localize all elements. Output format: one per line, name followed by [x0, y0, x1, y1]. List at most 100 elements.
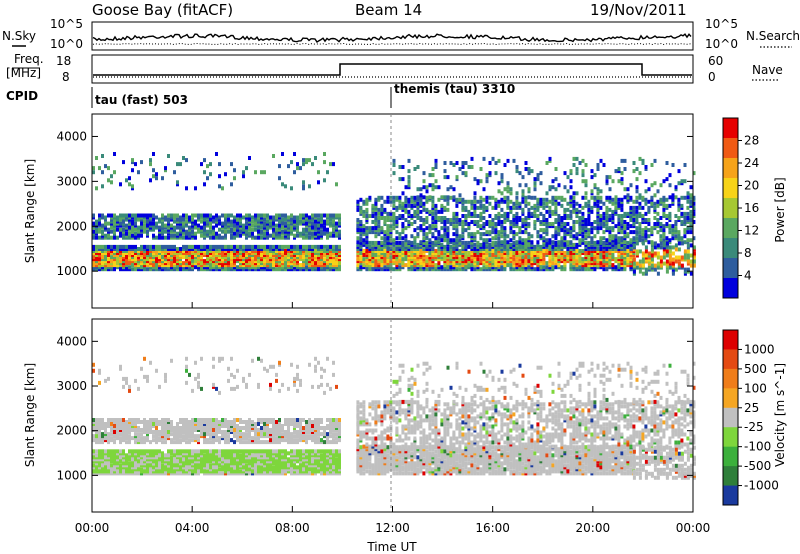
heatmap-cell	[617, 214, 621, 218]
heatmap-cell	[527, 187, 531, 192]
heatmap-cell	[611, 201, 615, 206]
heatmap-cell	[470, 255, 474, 260]
heatmap-cell	[563, 207, 567, 212]
heatmap-cell	[230, 219, 233, 224]
heatmap-cell	[128, 231, 131, 236]
heatmap-cell	[515, 195, 519, 200]
heatmap-cell	[128, 469, 131, 474]
heatmap-cell	[182, 261, 185, 266]
heatmap-cell	[431, 211, 435, 216]
heatmap-cell	[416, 209, 420, 214]
heatmap-cell	[179, 469, 182, 474]
heatmap-cell	[527, 195, 531, 200]
heatmap-cell	[329, 231, 332, 236]
heatmap-cell	[467, 222, 471, 226]
heatmap-cell	[248, 156, 251, 160]
heatmap-cell	[362, 263, 366, 268]
heatmap-cell	[167, 227, 170, 232]
heatmap-cell	[419, 193, 423, 198]
heatmap-cell	[329, 221, 332, 226]
heatmap-cell	[449, 247, 453, 251]
heatmap-cell	[626, 187, 630, 192]
heatmap-cell	[524, 238, 528, 243]
heatmap-cell	[356, 199, 360, 204]
heatmap-cell	[503, 265, 507, 270]
heatmap-cell	[281, 182, 284, 187]
heatmap-cell	[548, 259, 552, 264]
heatmap-cell	[527, 211, 531, 216]
heatmap-cell	[689, 230, 693, 235]
heatmap-cell	[572, 199, 576, 204]
heatmap-cell	[674, 195, 678, 200]
heatmap-cell	[95, 244, 98, 249]
heatmap-cell	[233, 176, 236, 181]
heatmap-cell	[218, 453, 221, 458]
heatmap-cell	[572, 203, 576, 208]
heatmap-cell	[554, 167, 558, 171]
heatmap-cell	[485, 179, 489, 184]
heatmap-cell	[671, 257, 675, 262]
heatmap-cell	[542, 205, 546, 210]
heatmap-cell	[533, 244, 537, 249]
heatmap-cell	[563, 234, 567, 239]
heatmap-cell	[467, 232, 471, 237]
heatmap-cell	[164, 244, 167, 249]
heatmap-cell	[632, 261, 636, 266]
heatmap-cell	[566, 175, 570, 180]
heatmap-cell	[425, 234, 429, 239]
heatmap-cell	[422, 228, 426, 233]
heatmap-cell	[263, 231, 266, 236]
heatmap-cell	[383, 255, 387, 260]
heatmap-cell	[503, 214, 507, 218]
heatmap-cell	[383, 249, 387, 253]
heatmap-cell	[689, 209, 693, 214]
heatmap-cell	[392, 158, 396, 163]
heatmap-cell	[92, 221, 95, 226]
heatmap-cell	[533, 209, 537, 214]
heatmap-cell	[659, 263, 663, 268]
heatmap-cell	[629, 230, 633, 235]
heatmap-cell	[602, 201, 606, 206]
heatmap-cell	[551, 234, 555, 239]
heatmap-cell	[302, 244, 305, 249]
heatmap-cell	[206, 265, 209, 270]
heatmap-cell	[572, 156, 576, 161]
heatmap-cell	[326, 227, 329, 232]
heatmap-cell	[581, 179, 585, 184]
heatmap-cell	[542, 257, 546, 262]
heatmap-cell	[674, 247, 678, 252]
heatmap-cell	[293, 255, 296, 260]
heatmap-cell	[230, 162, 233, 167]
heatmap-cell	[374, 224, 378, 229]
heatmap-cell	[506, 214, 510, 218]
heatmap-cell	[455, 234, 459, 239]
heatmap-cell	[500, 265, 504, 270]
heatmap-cell	[581, 265, 585, 270]
heatmap-cell	[185, 265, 188, 270]
heatmap-cell	[125, 453, 128, 458]
heatmap-cell	[548, 199, 552, 204]
heatmap-cell	[401, 240, 405, 245]
heatmap-cell	[545, 209, 549, 214]
heatmap-cell	[92, 213, 95, 218]
heatmap-cell	[386, 224, 390, 229]
heatmap-cell	[332, 233, 335, 238]
heatmap-cell	[479, 236, 483, 241]
heatmap-cell	[311, 255, 314, 260]
heatmap-cell	[593, 195, 597, 200]
heatmap-cell	[392, 203, 396, 208]
heatmap-cell	[131, 247, 134, 251]
heatmap-cell	[116, 217, 119, 222]
heatmap-cell	[677, 181, 681, 186]
heatmap-cell	[608, 175, 612, 180]
heatmap-cell	[179, 215, 182, 220]
heatmap-cell	[143, 469, 146, 474]
heatmap-cell	[293, 170, 296, 175]
heatmap-cell	[674, 234, 678, 239]
heatmap-cell	[401, 203, 405, 208]
heatmap-cell	[647, 265, 651, 270]
heatmap-cell	[242, 223, 245, 228]
heatmap-cell	[125, 265, 128, 270]
heatmap-cell	[476, 261, 480, 266]
heatmap-cell	[479, 253, 483, 257]
